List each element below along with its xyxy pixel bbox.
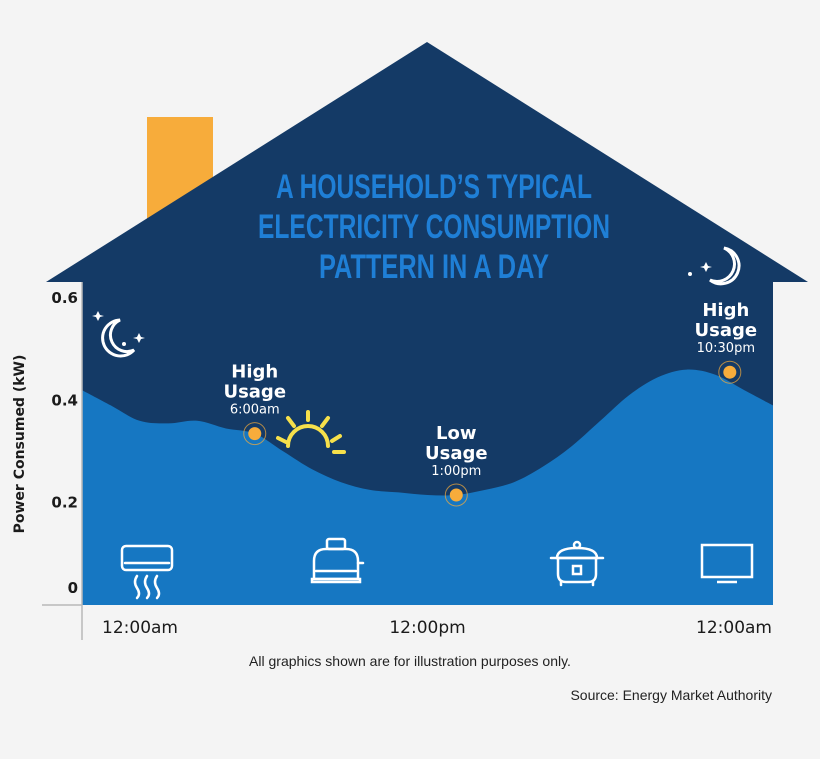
chart-title-line-3: PATTERN IN A DAY <box>319 248 549 286</box>
usage-marker <box>449 488 463 502</box>
annotation-time: 6:00am <box>230 403 280 418</box>
annotation-label: Low <box>436 423 476 444</box>
house-roof <box>46 42 808 282</box>
y-tick-label: 0 <box>68 579 78 597</box>
moon-icon <box>688 246 741 286</box>
annotation-label: Usage <box>695 320 758 341</box>
television-icon <box>700 543 754 584</box>
y-tick-label: 0.6 <box>51 289 78 307</box>
sun-icon <box>276 410 346 454</box>
chart-title-line-1: A HOUSEHOLD’S TYPICAL <box>276 168 592 206</box>
annotation-label: High <box>231 362 278 383</box>
usage-marker-ring <box>718 360 742 384</box>
x-tick-label: 12:00am <box>696 618 772 638</box>
annotation-label: High <box>702 300 749 321</box>
air-conditioner-icon <box>120 544 174 600</box>
x-tick-label: 12:00pm <box>389 618 465 638</box>
y-tick-labels: 0 0.2 0.4 0.6 <box>51 289 78 597</box>
source-note: Source: Energy Market Authority <box>570 687 772 703</box>
annotation-label: Usage <box>223 382 286 403</box>
rice-cooker-icon <box>549 540 605 587</box>
usage-marker-ring <box>444 483 468 507</box>
toaster-icon <box>310 537 365 584</box>
usage-area <box>82 369 773 605</box>
annotation-time: 1:00pm <box>431 464 481 479</box>
usage-marker-ring <box>243 422 267 446</box>
x-tick-label: 12:00am <box>102 618 178 638</box>
chart-title-line-2: ELECTRICITY CONSUMPTION <box>258 208 610 246</box>
usage-annotations: HighUsage6:00amLowUsage1:00pmHighUsage10… <box>223 300 758 507</box>
x-tick-labels: 12:00am 12:00pm 12:00am <box>102 618 772 638</box>
y-tick-label: 0.4 <box>51 391 78 409</box>
illustration-disclaimer: All graphics shown are for illustration … <box>249 653 571 669</box>
y-tick-label: 0.2 <box>51 494 78 512</box>
y-axis-label: Power Consumed (kW) <box>12 355 28 534</box>
usage-marker <box>248 427 262 441</box>
moon-icon <box>92 311 145 358</box>
annotation-time: 10:30pm <box>697 341 755 356</box>
annotation-label: Usage <box>425 443 488 464</box>
usage-marker <box>723 365 737 379</box>
